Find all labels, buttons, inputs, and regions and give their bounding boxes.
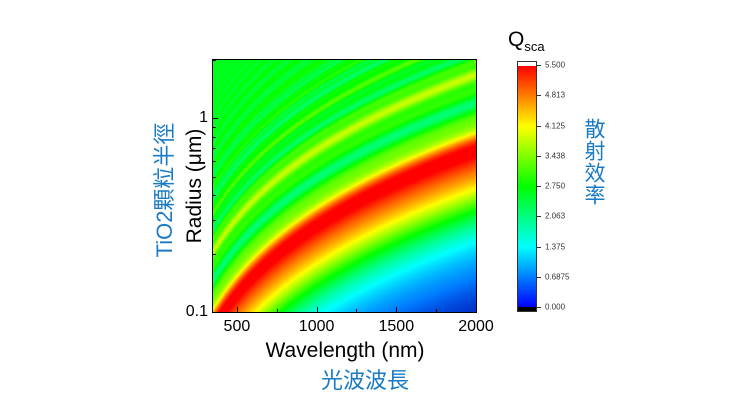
y-tick-label: 0.1 (185, 303, 208, 320)
colorbar-tick-label: 4.813 (545, 90, 566, 100)
colorbar-title-main: Q (508, 28, 525, 51)
y-tick-label: 1 (199, 109, 208, 127)
y-minor-tick (213, 161, 216, 163)
heatmap (213, 60, 476, 312)
colorbar-tick-label: 1.375 (545, 242, 566, 251)
colorbar-tick (537, 65, 541, 66)
colorbar-tick (537, 186, 541, 187)
x-major-tick (316, 307, 318, 312)
colorbar-tick (537, 95, 541, 97)
colorbar-tick (537, 246, 541, 248)
colorbar-tick-label: 3.438 (545, 151, 566, 161)
y-major-tick (213, 312, 218, 313)
x-tick-label: 2000 (458, 318, 494, 335)
x-major-tick (236, 307, 238, 312)
colorbar-underflow (518, 307, 536, 311)
x-axis-label: Wavelength (nm) (265, 339, 425, 362)
x-minor-tick (276, 309, 278, 312)
x-tick-label: 1000 (298, 318, 335, 335)
colorbar-tick (537, 125, 541, 127)
colorbar-tick-label: 2.750 (545, 181, 566, 191)
x-minor-tick (356, 309, 358, 312)
colorbar-tick-label: 4.125 (545, 121, 566, 130)
x-minor-tick (436, 309, 438, 312)
colorbar-tick-label: 0.6875 (545, 272, 570, 282)
colorbar-label-chinese: 散射效率 (582, 118, 605, 206)
colorbar-tick (537, 216, 541, 218)
y-minor-tick (213, 195, 216, 197)
colorbar-tick-label: 2.063 (545, 211, 566, 221)
colorbar-tick (537, 155, 541, 157)
x-axis-label-chinese: 光波波長 (320, 368, 410, 393)
colorbar-gradient (518, 66, 536, 307)
plot-area (213, 60, 476, 312)
x-major-tick (476, 307, 477, 312)
y-minor-tick (213, 148, 216, 150)
x-tick-label: 500 (223, 318, 251, 335)
y-minor-tick (213, 219, 216, 221)
y-axis-label-chinese: TiO2顆粒半徑 (152, 122, 177, 258)
colorbar-title-sub: sca (524, 39, 545, 55)
y-minor-tick (213, 253, 216, 255)
colorbar-tick-label: 5.500 (545, 60, 566, 70)
y-major-tick (213, 118, 218, 120)
colorbar-overflow (518, 62, 536, 66)
colorbar-tick-label: 0.000 (545, 302, 566, 312)
x-tick-label: 1500 (378, 318, 415, 335)
colorbar-title: Qsca (508, 28, 545, 54)
colorbar-tick (537, 276, 541, 278)
y-minor-tick (213, 127, 216, 129)
y-minor-tick (213, 137, 216, 139)
y-axis-label: Radius (μm) (183, 128, 206, 244)
x-major-tick (396, 307, 398, 312)
colorbar-tick (537, 307, 541, 308)
colorbar (517, 61, 537, 312)
y-minor-tick (213, 60, 216, 61)
plot-frame (212, 59, 477, 313)
y-minor-tick (213, 176, 216, 178)
